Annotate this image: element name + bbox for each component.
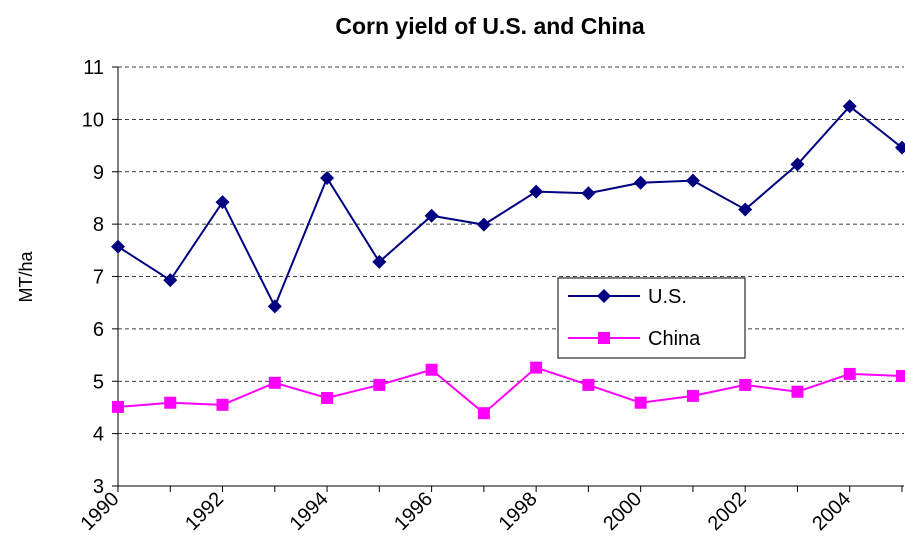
data-point <box>686 389 699 402</box>
series-line <box>117 104 903 309</box>
y-tick-label: 6 <box>93 319 104 341</box>
data-point <box>321 392 334 405</box>
y-tick-label: 9 <box>93 162 104 184</box>
x-tick-label: 1996 <box>390 488 437 535</box>
x-tick-label: 1990 <box>77 488 124 535</box>
legend-marker <box>598 332 610 344</box>
data-point <box>843 367 856 380</box>
chart-title: Corn yield of U.S. and China <box>335 13 644 39</box>
x-tick-label: 1998 <box>495 488 542 535</box>
data-point <box>581 186 596 201</box>
data-point <box>896 370 905 383</box>
data-point <box>477 407 490 420</box>
y-axis-label: MT/ha <box>16 251 36 303</box>
data-point <box>111 239 125 254</box>
data-point <box>791 385 804 398</box>
data-point <box>164 396 177 409</box>
x-tick-label: 2000 <box>599 488 646 535</box>
y-tick-label: 5 <box>93 371 104 393</box>
data-point <box>530 361 543 374</box>
legend-label: China <box>648 328 701 350</box>
data-point <box>895 140 905 155</box>
y-tick-label: 3 <box>93 476 104 498</box>
legend-box <box>557 277 746 359</box>
data-point <box>216 398 229 411</box>
data-point <box>582 378 595 391</box>
y-tick-label: 10 <box>82 109 104 131</box>
x-tick-label: 1994 <box>286 488 333 535</box>
data-point <box>112 400 124 413</box>
data-point <box>372 254 387 269</box>
y-tick-label: 7 <box>93 267 104 289</box>
x-tick-label: 2004 <box>808 488 855 535</box>
x-tick-label: 1992 <box>181 488 228 535</box>
x-tick-label: 2002 <box>704 488 751 535</box>
legend-marker <box>597 289 611 303</box>
data-point <box>529 184 544 199</box>
data-point <box>215 195 230 210</box>
data-point <box>633 175 648 190</box>
data-point <box>634 396 647 409</box>
data-point <box>685 173 700 188</box>
data-point <box>373 378 386 391</box>
data-point <box>163 273 178 288</box>
data-point <box>739 378 752 391</box>
data-point <box>425 363 438 376</box>
data-point <box>320 171 335 186</box>
legend-label: U.S. <box>648 286 687 308</box>
data-point <box>424 208 439 223</box>
data-point <box>738 202 753 217</box>
legend: U.S. China <box>557 277 746 359</box>
y-tick-label: 11 <box>83 57 104 79</box>
data-point <box>790 157 805 172</box>
data-point <box>476 217 491 232</box>
data-point <box>267 299 282 314</box>
data-point <box>268 376 281 389</box>
data-point <box>842 99 857 114</box>
series-line <box>117 366 903 415</box>
y-tick-label: 4 <box>93 424 104 446</box>
y-tick-label: 8 <box>93 214 104 236</box>
